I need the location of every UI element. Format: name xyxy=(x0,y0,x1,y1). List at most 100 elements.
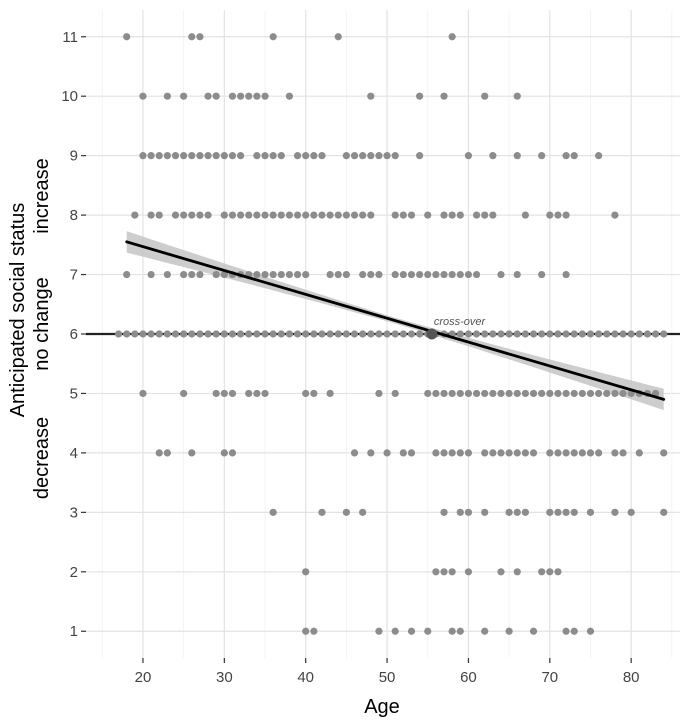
data-point xyxy=(449,568,456,575)
data-point xyxy=(147,330,154,337)
data-point xyxy=(164,330,171,337)
data-point xyxy=(213,152,220,159)
data-point xyxy=(213,330,220,337)
data-point xyxy=(172,152,179,159)
data-point xyxy=(180,330,187,337)
y-axis-label: Anticipated social status xyxy=(7,203,29,418)
data-point xyxy=(562,390,569,397)
data-point xyxy=(180,212,187,219)
data-point xyxy=(571,509,578,516)
y-axis-sublabel-decrease: decrease xyxy=(31,417,53,499)
y-tick-label: 2 xyxy=(70,564,78,581)
data-point xyxy=(164,449,171,456)
data-point xyxy=(587,449,594,456)
data-point xyxy=(392,152,399,159)
data-point xyxy=(636,330,643,337)
data-point xyxy=(603,330,610,337)
data-point xyxy=(587,509,594,516)
data-point xyxy=(538,330,545,337)
data-point xyxy=(188,152,195,159)
data-point xyxy=(327,330,334,337)
data-point xyxy=(302,628,309,635)
data-point xyxy=(465,271,472,278)
data-point xyxy=(603,390,610,397)
data-point xyxy=(514,390,521,397)
x-axis-ticks: 20 30 40 50 60 70 80 xyxy=(135,658,640,686)
data-point xyxy=(147,152,154,159)
data-point xyxy=(367,271,374,278)
data-point xyxy=(123,271,130,278)
data-point xyxy=(416,271,423,278)
data-point xyxy=(465,509,472,516)
data-point xyxy=(530,330,537,337)
data-point xyxy=(131,330,138,337)
cross-over-marker xyxy=(426,329,437,340)
y-tick-label: 9 xyxy=(70,148,78,165)
data-point xyxy=(367,449,374,456)
data-point xyxy=(554,390,561,397)
data-point xyxy=(318,152,325,159)
data-point xyxy=(221,449,228,456)
regression-layer: cross-over xyxy=(127,242,664,400)
data-point xyxy=(270,33,277,40)
data-point xyxy=(270,271,277,278)
data-point xyxy=(367,93,374,100)
data-point xyxy=(172,330,179,337)
data-point xyxy=(497,568,504,575)
data-point xyxy=(318,330,325,337)
data-point xyxy=(611,390,618,397)
data-point xyxy=(335,33,342,40)
data-point xyxy=(416,152,423,159)
data-point xyxy=(204,152,211,159)
data-point xyxy=(449,628,456,635)
data-point xyxy=(204,330,211,337)
data-point xyxy=(213,390,220,397)
data-point xyxy=(522,390,529,397)
data-point xyxy=(660,509,667,516)
data-point xyxy=(351,330,358,337)
data-point xyxy=(473,390,480,397)
data-point xyxy=(514,509,521,516)
data-point xyxy=(449,390,456,397)
data-point xyxy=(562,509,569,516)
data-point xyxy=(359,271,366,278)
data-point xyxy=(367,330,374,337)
data-point xyxy=(538,568,545,575)
data-point xyxy=(164,93,171,100)
data-point xyxy=(571,152,578,159)
data-point xyxy=(554,509,561,516)
data-point xyxy=(400,212,407,219)
data-point xyxy=(506,330,513,337)
data-point xyxy=(139,93,146,100)
data-point xyxy=(237,212,244,219)
data-point xyxy=(571,330,578,337)
data-point xyxy=(432,271,439,278)
data-point xyxy=(571,390,578,397)
data-point xyxy=(473,271,480,278)
data-point xyxy=(204,93,211,100)
data-point xyxy=(644,330,651,337)
data-point xyxy=(449,33,456,40)
data-point xyxy=(497,390,504,397)
data-point xyxy=(294,212,301,219)
data-point xyxy=(440,449,447,456)
data-point xyxy=(318,509,325,516)
data-point xyxy=(400,330,407,337)
data-point xyxy=(571,628,578,635)
y-axis-label-group: Anticipated social status decrease no ch… xyxy=(7,158,53,499)
data-point xyxy=(253,93,260,100)
data-point xyxy=(628,509,635,516)
data-point xyxy=(432,449,439,456)
data-point xyxy=(457,628,464,635)
x-tick-label: 60 xyxy=(460,669,477,686)
data-point xyxy=(546,212,553,219)
data-point xyxy=(253,152,260,159)
data-point xyxy=(611,449,618,456)
data-point xyxy=(221,390,228,397)
data-point xyxy=(538,152,545,159)
data-point xyxy=(619,449,626,456)
y-tick-label: 10 xyxy=(61,88,78,105)
data-point xyxy=(546,568,553,575)
data-point xyxy=(213,93,220,100)
